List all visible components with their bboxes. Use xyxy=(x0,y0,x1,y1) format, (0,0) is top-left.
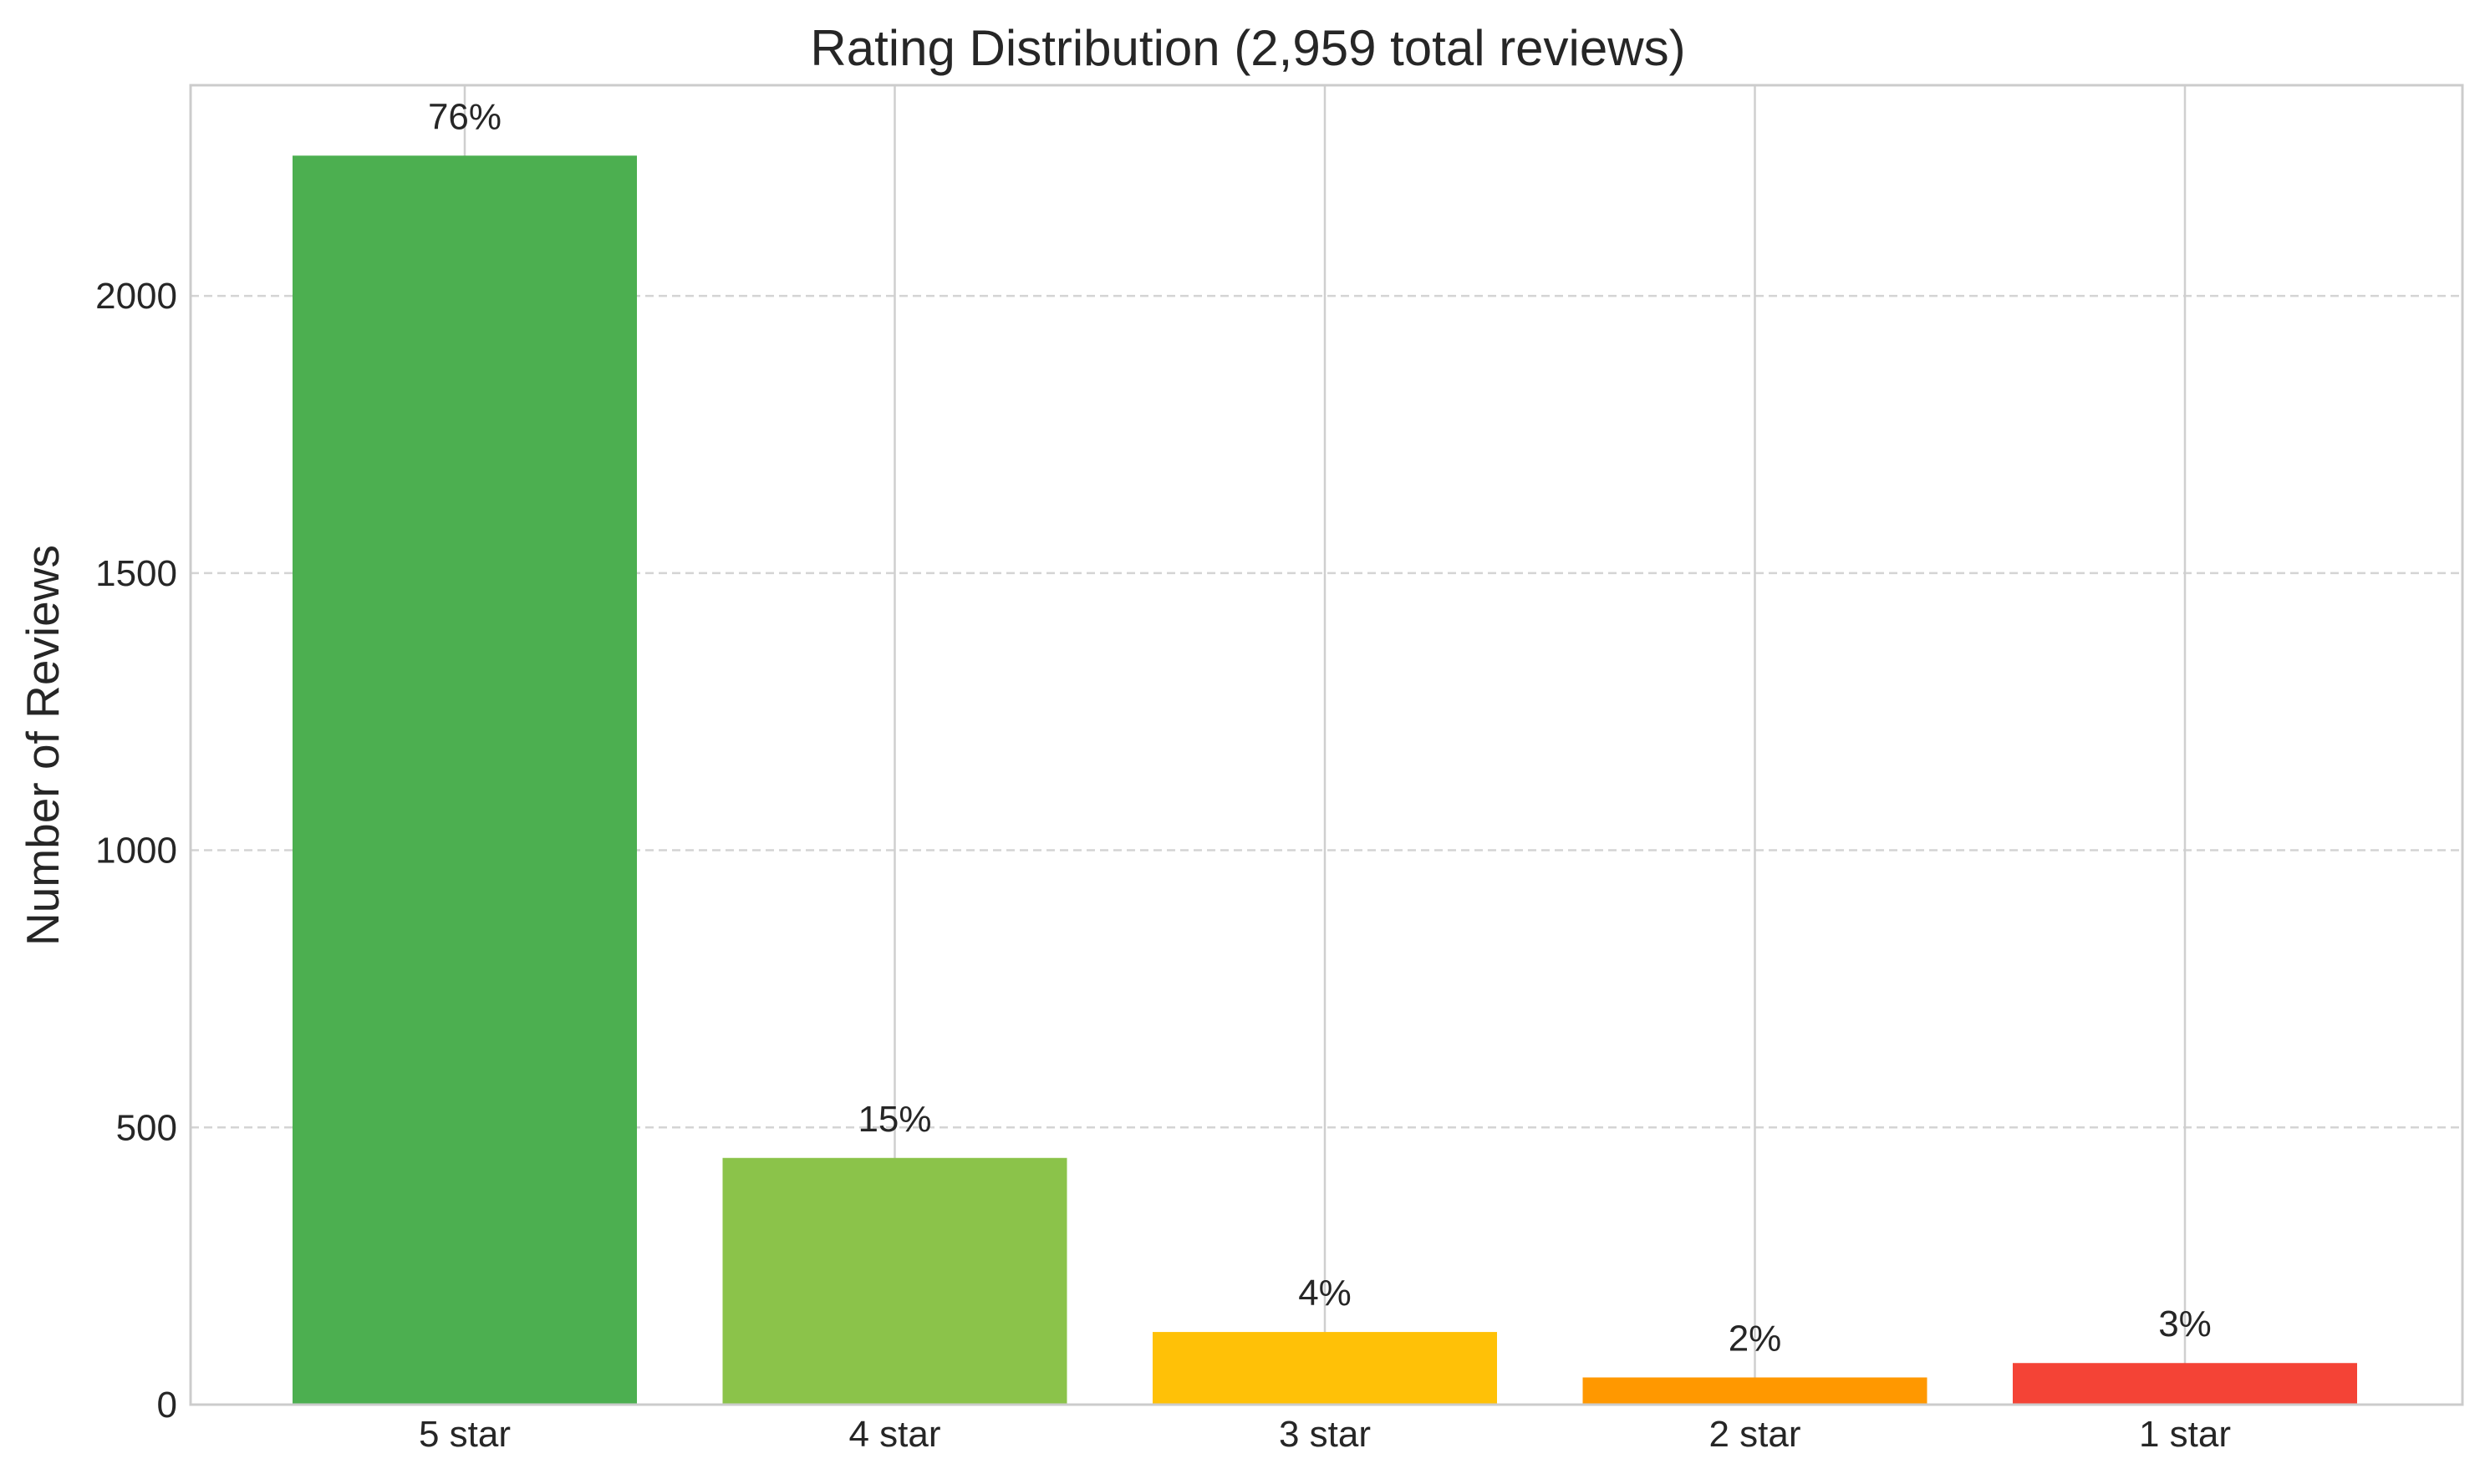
bar-1-star xyxy=(2013,1363,2357,1405)
x-tick-label: 4 star xyxy=(848,1414,940,1455)
bar-percent-label: 4% xyxy=(1298,1273,1352,1314)
bar-percent-label: 3% xyxy=(2158,1304,2212,1344)
bar-percent-label: 15% xyxy=(858,1099,931,1140)
x-tick-label: 2 star xyxy=(1708,1414,1800,1455)
bar-5-star xyxy=(293,155,637,1405)
bar-2-star xyxy=(1582,1377,1927,1405)
bar-3-star xyxy=(1153,1332,1497,1405)
bar-percent-label: 76% xyxy=(428,96,502,137)
y-tick-label: 2000 xyxy=(95,276,177,317)
bar-4-star xyxy=(722,1157,1067,1405)
y-tick-label: 1500 xyxy=(95,553,177,594)
x-tick-label: 1 star xyxy=(2139,1414,2231,1455)
y-axis-label: Number of Reviews xyxy=(17,545,69,946)
ticks-layer: 0 500 1000 1500 2000 5 star 4 star 3 star 2 star… xyxy=(95,276,2231,1455)
data-labels-layer: 76% 15% 4% 2% 3% xyxy=(428,96,2212,1359)
chart-title: Rating Distribution (2,959 total reviews… xyxy=(810,20,1685,76)
bar-percent-label: 2% xyxy=(1729,1318,1782,1359)
x-tick-label: 3 star xyxy=(1279,1414,1371,1455)
y-tick-label: 500 xyxy=(116,1107,177,1148)
bars-layer xyxy=(293,155,2357,1405)
plot-frame xyxy=(189,84,2464,1406)
x-tick-label: 5 star xyxy=(419,1414,511,1455)
y-tick-label: 1000 xyxy=(95,831,177,872)
y-tick-label: 0 xyxy=(157,1385,177,1426)
